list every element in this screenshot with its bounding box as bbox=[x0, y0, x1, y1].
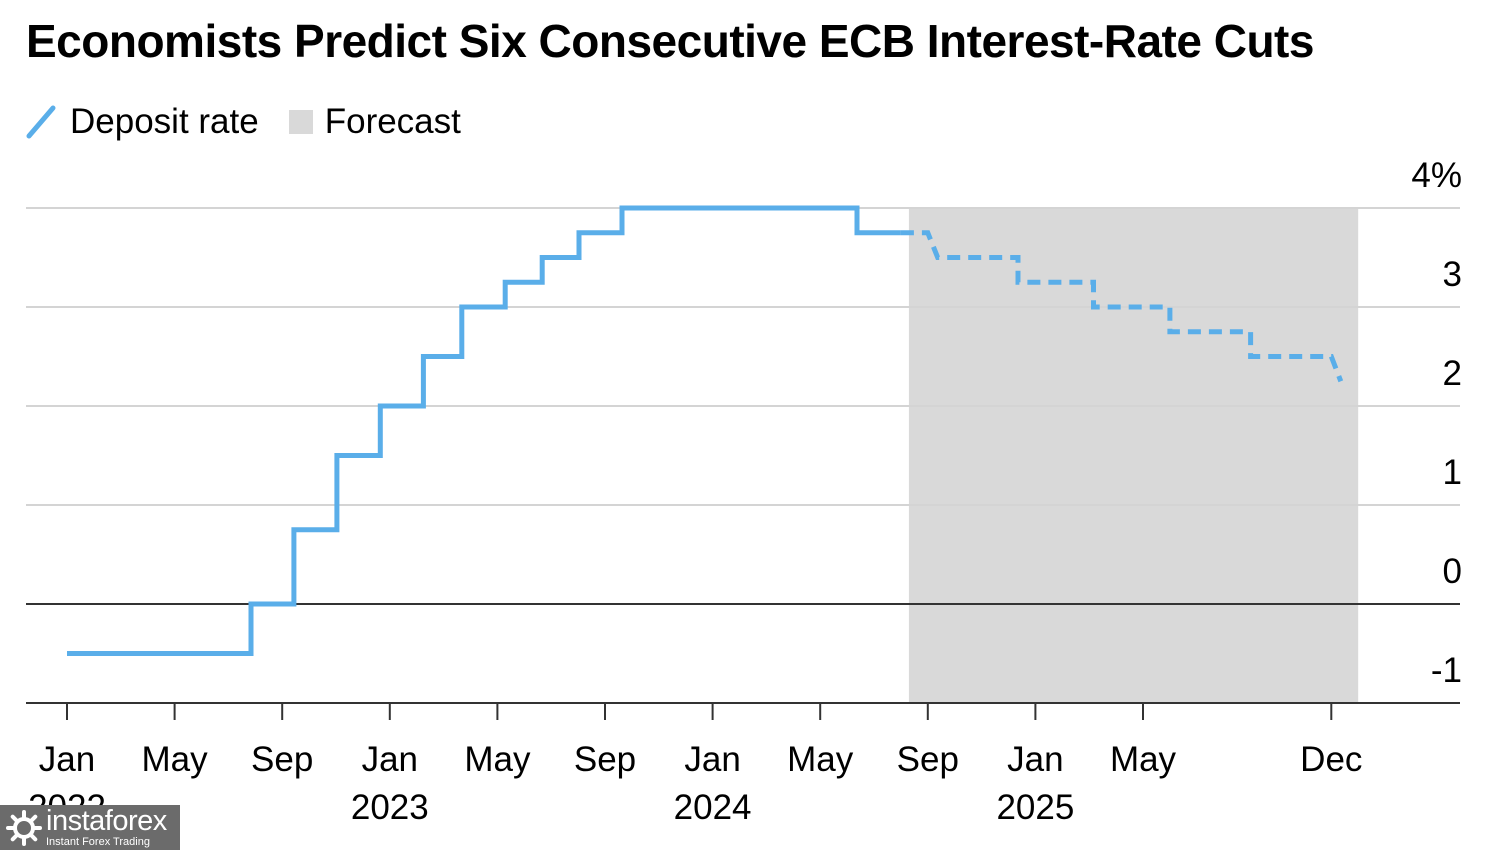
y-tick-label: 1 bbox=[1443, 453, 1462, 492]
x-tick-label: Sep bbox=[251, 740, 313, 779]
watermark: instaforex Instant Forex Trading bbox=[0, 805, 180, 850]
y-tick-label: 0 bbox=[1443, 552, 1462, 591]
legend-item-forecast: Forecast bbox=[288, 102, 461, 142]
x-tick-year-label: 2023 bbox=[351, 788, 429, 827]
x-tick-label: Jan bbox=[39, 740, 95, 779]
x-tick-label: Jan bbox=[362, 740, 418, 779]
x-tick-label: Sep bbox=[897, 740, 959, 779]
x-tick-label: May bbox=[787, 740, 854, 779]
forecast-swatch-icon bbox=[288, 110, 313, 134]
forecast-band bbox=[908, 208, 1359, 703]
y-tick-label: 2 bbox=[1443, 354, 1462, 393]
x-tick-year-label: 2025 bbox=[996, 788, 1074, 827]
deposit-rate-swatch-icon bbox=[26, 105, 56, 139]
legend: Deposit rate Forecast bbox=[26, 100, 491, 144]
x-tick-label: Sep bbox=[574, 740, 636, 779]
y-tick-label: 4% bbox=[1411, 156, 1462, 195]
x-tick-label: May bbox=[464, 740, 531, 779]
y-tick-label: -1 bbox=[1431, 651, 1462, 690]
instaforex-logo-icon bbox=[6, 809, 42, 846]
x-tick-label: Dec bbox=[1300, 740, 1362, 779]
watermark-name: instaforex bbox=[46, 805, 167, 837]
x-tick-label: Jan bbox=[1007, 740, 1063, 779]
legend-label-deposit-rate: Deposit rate bbox=[70, 102, 259, 141]
series-line-forecast bbox=[900, 230, 1344, 383]
chart-title: Economists Predict Six Consecutive ECB I… bbox=[26, 15, 1314, 67]
x-tick-label: May bbox=[1110, 740, 1177, 779]
x-tick-label: May bbox=[142, 740, 209, 779]
legend-item-deposit-rate: Deposit rate bbox=[26, 102, 259, 142]
y-tick-label: 3 bbox=[1443, 255, 1462, 294]
legend-label-forecast: Forecast bbox=[324, 102, 461, 141]
series-line-deposit-rate bbox=[67, 205, 901, 656]
watermark-tagline: Instant Forex Trading bbox=[46, 836, 150, 848]
x-tick-label: Jan bbox=[684, 740, 740, 779]
x-tick-year-label: 2024 bbox=[674, 788, 752, 827]
